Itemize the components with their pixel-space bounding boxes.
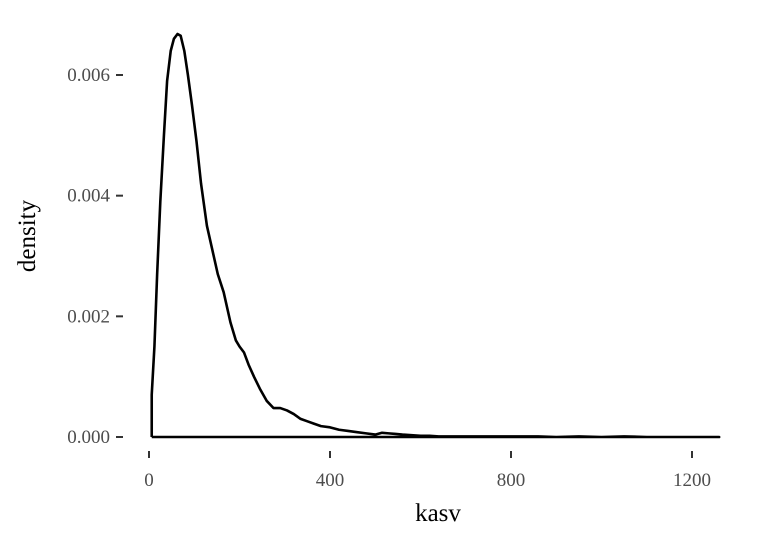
y-ticks: 0.000 0.002 0.004 0.006	[67, 65, 123, 448]
x-tick-label: 400	[316, 470, 345, 491]
series-layer	[150, 32, 721, 439]
x-tick-label: 800	[497, 470, 526, 491]
y-tick-label: 0.002	[67, 306, 110, 327]
y-axis-title: density	[14, 199, 41, 272]
density-curve	[150, 32, 721, 439]
y-tick-label: 0.006	[67, 65, 110, 86]
y-tick-label: 0.000	[67, 427, 110, 448]
y-tick-label: 0.004	[67, 186, 110, 207]
x-axis-title: kasv	[415, 500, 461, 527]
x-tick-label: 0	[144, 470, 154, 491]
x-ticks: 0 400 800 1200	[144, 451, 711, 491]
x-tick-label: 1200	[673, 470, 711, 491]
